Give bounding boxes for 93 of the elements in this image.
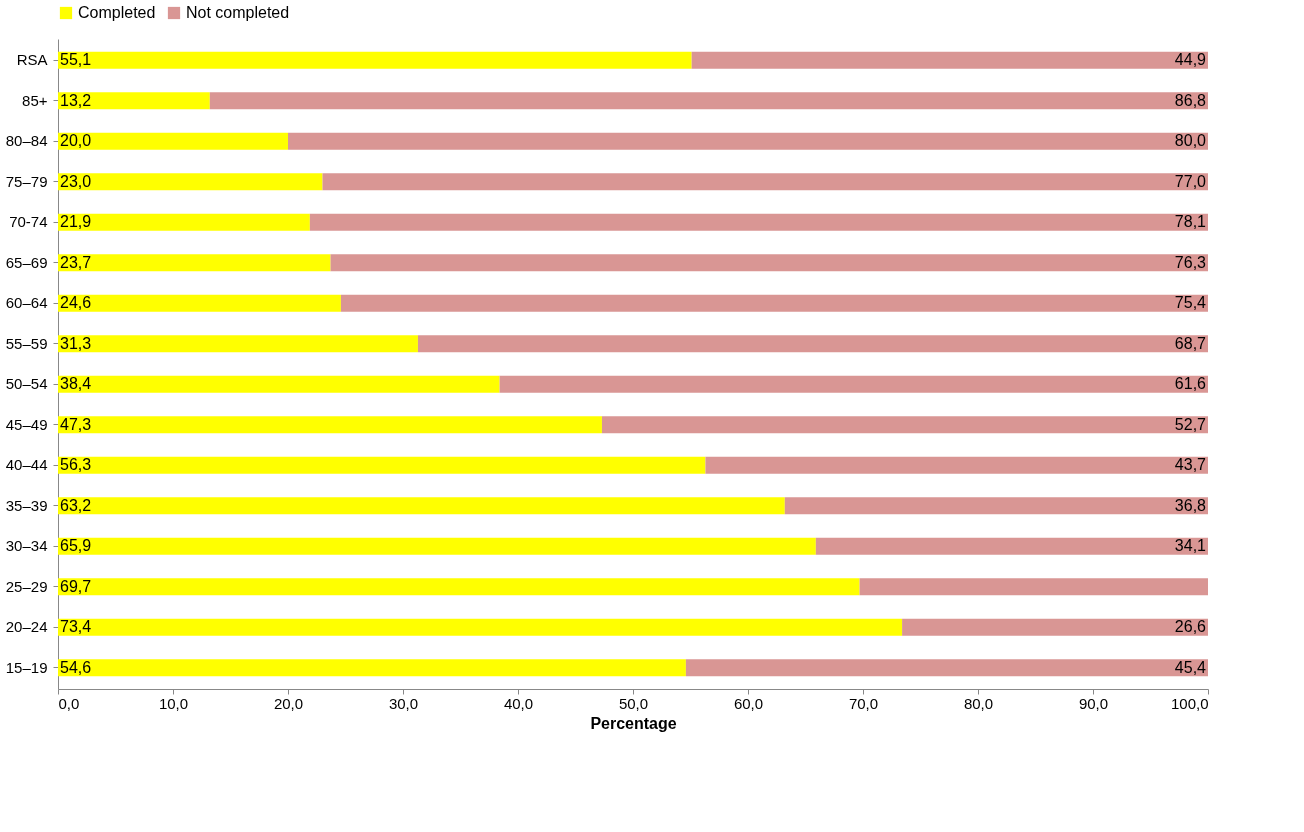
bar	[58, 578, 860, 596]
x-axis-title: Percentage	[590, 714, 677, 732]
bar	[691, 51, 1208, 69]
bar	[58, 173, 323, 191]
data-label: 38,4	[60, 375, 92, 393]
y-tick-label: 40–44	[5, 456, 48, 474]
data-label: 55,1	[60, 51, 92, 69]
data-label: 77,0	[1174, 172, 1207, 190]
bar	[784, 497, 1208, 515]
x-tick-label: 90,0	[1078, 694, 1109, 712]
bar	[417, 335, 1208, 353]
bar	[902, 618, 1208, 636]
x-tick-label: 0,0	[58, 694, 80, 712]
bar	[330, 254, 1208, 272]
bar	[58, 618, 903, 636]
bar	[58, 254, 331, 272]
data-label: 80,0	[1174, 132, 1207, 150]
bar	[859, 578, 1208, 596]
bar	[58, 132, 288, 150]
data-label: 73,4	[60, 618, 92, 636]
data-label: 65,9	[60, 537, 92, 555]
y-tick-label: 85+	[22, 91, 48, 109]
data-label: 23,0	[60, 172, 92, 190]
data-label: 56,3	[60, 456, 92, 474]
bar	[58, 456, 706, 474]
bar	[58, 51, 692, 69]
bar	[58, 375, 500, 393]
data-label: 52,7	[1174, 415, 1207, 433]
data-label: 26,6	[1174, 618, 1207, 636]
x-tick-label: 10,0	[158, 694, 189, 712]
y-tick-label: 70-74	[9, 213, 48, 231]
y-tick-label: 65–69	[5, 253, 48, 271]
y-tick-label: 45–49	[5, 415, 48, 433]
bar	[58, 335, 418, 353]
bar	[58, 213, 310, 231]
bar	[58, 659, 686, 677]
data-label: 68,7	[1174, 334, 1207, 352]
data-label: 20,0	[60, 132, 92, 150]
legend-label: Not completed	[186, 4, 290, 21]
data-label: 24,6	[60, 294, 92, 312]
bar	[58, 92, 210, 110]
bar	[58, 294, 341, 312]
data-label: 36,8	[1174, 496, 1207, 514]
x-tick-label: 20,0	[273, 694, 304, 712]
y-tick-label: 60–64	[5, 294, 48, 312]
data-label: 43,7	[1174, 456, 1207, 474]
data-label: 86,8	[1174, 91, 1207, 109]
bar	[601, 416, 1208, 434]
data-label: 78,1	[1174, 213, 1207, 231]
bar	[322, 173, 1208, 191]
data-label: 31,3	[60, 334, 92, 352]
bar	[288, 132, 1208, 150]
y-tick-label: 75–79	[5, 172, 48, 190]
bar	[705, 456, 1208, 474]
x-tick-label: 70,0	[848, 694, 879, 712]
bar	[58, 537, 816, 555]
bar	[58, 497, 785, 515]
y-tick-label: 20–24	[5, 618, 48, 636]
data-label: 44,9	[1174, 51, 1207, 69]
y-tick-label: 15–19	[5, 658, 48, 676]
y-tick-label: 35–39	[5, 496, 48, 514]
data-label: 23,7	[60, 253, 92, 271]
bar	[340, 294, 1208, 312]
y-tick-label: 80–84	[5, 132, 48, 150]
bar	[685, 659, 1208, 677]
y-tick-label: 55–59	[5, 334, 48, 352]
bar	[58, 416, 602, 434]
bar	[815, 537, 1208, 555]
legend-label: Completed	[78, 4, 156, 21]
x-tick-label: 80,0	[963, 694, 994, 712]
bar	[499, 375, 1208, 393]
y-tick-label: RSA	[16, 51, 48, 69]
x-tick-label: 30,0	[388, 694, 419, 712]
y-tick-label: 30–34	[5, 537, 48, 555]
data-label: 69,7	[60, 577, 92, 595]
y-tick-label: 25–29	[5, 577, 48, 595]
y-tick-label: 50–54	[5, 375, 48, 393]
data-label: 54,6	[60, 658, 92, 676]
data-label: 34,1	[1174, 537, 1207, 555]
bar	[209, 92, 1208, 110]
data-label: 13,2	[60, 91, 92, 109]
data-label: 63,2	[60, 496, 92, 514]
data-label: 47,3	[60, 415, 92, 433]
data-label: 75,4	[1174, 294, 1207, 312]
data-label: 21,9	[60, 213, 92, 231]
data-label: 61,6	[1174, 375, 1207, 393]
data-label: 45,4	[1174, 658, 1207, 676]
x-tick-label: 40,0	[503, 694, 534, 712]
data-label: 76,3	[1174, 253, 1207, 271]
x-tick-label: 50,0	[618, 694, 649, 712]
x-tick-label: 100,0	[1170, 694, 1209, 712]
x-tick-label: 60,0	[733, 694, 764, 712]
bar	[309, 213, 1208, 231]
